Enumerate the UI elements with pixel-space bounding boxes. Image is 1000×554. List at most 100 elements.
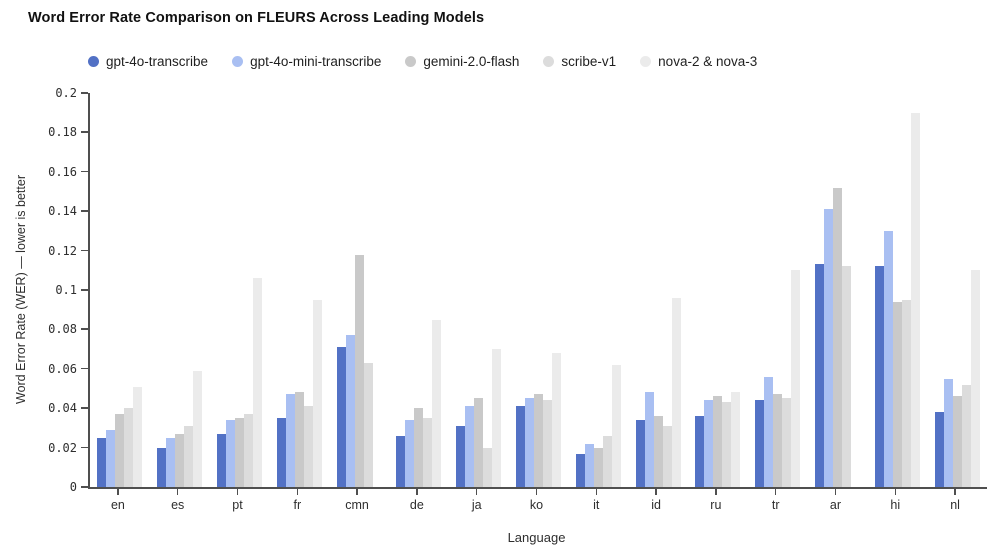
x-label-nl: nl [950, 498, 960, 512]
bar-gpt-4o-transcribe-it [575, 453, 585, 487]
bar-scribe-v1-id [662, 425, 672, 487]
bar-gpt-4o-transcribe-es [157, 447, 167, 487]
bar-gemini-2-0-flash-ko [533, 394, 543, 487]
plot-area [88, 93, 987, 489]
bar-nova-2-nova-3-ko [551, 353, 561, 487]
x-label-ru: ru [710, 498, 722, 512]
x-tick-cell [626, 489, 686, 495]
bar-group-id [628, 93, 688, 487]
y-tick-label: 0.04 [48, 401, 77, 416]
bar-gpt-4o-mini-transcribe-fr [285, 394, 295, 487]
bar-gpt-4o-transcribe-fr [276, 418, 286, 487]
bar-gemini-2-0-flash-nl [952, 396, 962, 487]
y-tick-mark [81, 170, 88, 173]
x-tick-mark [894, 489, 896, 495]
bar-gpt-4o-transcribe-de [396, 435, 406, 487]
y-tick-mark [81, 210, 88, 212]
bar-gpt-4o-transcribe-hi [874, 266, 884, 487]
bar-gpt-4o-mini-transcribe-tr [764, 376, 774, 487]
x-tick-cell [566, 489, 626, 495]
bar-scribe-v1-hi [901, 299, 911, 487]
bar-nova-2-nova-3-en [133, 386, 143, 487]
bar-scribe-v1-pt [243, 414, 253, 487]
x-tick-cell [267, 489, 327, 495]
y-tick-label: 0.12 [48, 243, 77, 258]
bar-scribe-v1-tr [782, 398, 792, 487]
bar-scribe-v1-nl [961, 384, 971, 487]
x-tick-mark [117, 489, 119, 495]
bar-scribe-v1-es [184, 425, 194, 487]
bar-scribe-v1-ru [722, 402, 732, 487]
y-tick-label: 0.02 [48, 440, 77, 455]
x-axis-ticks [88, 489, 985, 495]
bar-group-de [389, 93, 449, 487]
x-tick-mark [176, 489, 179, 495]
bar-group-ar [808, 93, 868, 487]
bar-gpt-4o-mini-transcribe-ar [823, 209, 833, 487]
bar-gpt-4o-mini-transcribe-ja [465, 406, 475, 487]
x-tick-cell [806, 489, 866, 495]
y-tick-mark [81, 131, 88, 133]
bar-gemini-2-0-flash-es [175, 433, 185, 487]
bar-group-ru [688, 93, 748, 487]
x-label-ar: ar [829, 498, 842, 512]
bar-nova-2-nova-3-ru [731, 392, 741, 487]
x-tick-cell [387, 489, 447, 495]
bar-nova-2-nova-3-hi [910, 112, 920, 487]
legend-label: scribe-v1 [561, 54, 617, 69]
y-tick-mark [81, 328, 88, 330]
bar-gpt-4o-mini-transcribe-cmn [345, 335, 355, 487]
bar-gpt-4o-mini-transcribe-nl [943, 378, 953, 487]
legend-item-gpt-4o-mini-transcribe: gpt-4o-mini-transcribe [232, 54, 381, 69]
legend-dot-icon [232, 56, 244, 67]
y-tick-label: 0.2 [55, 86, 77, 100]
bar-gemini-2-0-flash-ja [474, 398, 484, 487]
x-label-fr: fr [293, 498, 302, 512]
y-tick-mark [81, 446, 88, 449]
bar-group-fr [269, 93, 329, 487]
x-label-pt: pt [232, 498, 243, 512]
bar-gemini-2-0-flash-ru [713, 396, 723, 487]
x-tick-cell [507, 489, 567, 495]
x-label-id: id [651, 498, 661, 512]
y-tick-mark [81, 407, 88, 409]
bar-nova-2-nova-3-id [671, 297, 681, 487]
x-tick-mark [416, 489, 418, 495]
bar-nova-2-nova-3-fr [312, 299, 322, 487]
legend-dot-icon [543, 56, 555, 67]
x-label-it: it [593, 498, 600, 512]
x-tick-cell [88, 489, 148, 495]
bar-gpt-4o-mini-transcribe-it [584, 443, 594, 487]
x-label-hi: hi [890, 498, 901, 512]
bar-gpt-4o-transcribe-pt [216, 433, 226, 487]
bar-nova-2-nova-3-de [432, 319, 442, 487]
bar-nova-2-nova-3-pt [252, 278, 262, 487]
legend-label: gpt-4o-transcribe [106, 54, 209, 69]
y-tick-label: 0.16 [48, 164, 77, 179]
bar-scribe-v1-ar [841, 266, 851, 487]
bar-scribe-v1-it [602, 435, 612, 487]
legend: gpt-4o-transcribe gpt-4o-mini-transcribe g… [88, 54, 757, 69]
bar-group-tr [748, 93, 808, 487]
y-tick-mark [81, 249, 88, 252]
bar-gpt-4o-mini-transcribe-es [166, 437, 176, 487]
bar-gpt-4o-transcribe-en [97, 437, 107, 487]
bar-gemini-2-0-flash-hi [892, 301, 902, 487]
legend-label: gemini-2.0-flash [423, 54, 520, 69]
x-tick-mark [954, 489, 956, 495]
x-label-ja: ja [471, 498, 482, 512]
y-tick-label: 0.06 [48, 361, 77, 376]
bar-gpt-4o-transcribe-tr [755, 400, 765, 487]
bar-group-hi [867, 93, 927, 487]
bar-gemini-2-0-flash-id [653, 416, 663, 487]
x-tick-mark [774, 489, 777, 495]
x-tick-mark [535, 489, 538, 495]
bar-gpt-4o-mini-transcribe-ko [524, 398, 534, 487]
bar-gemini-2-0-flash-de [414, 408, 424, 487]
bar-gemini-2-0-flash-en [115, 414, 125, 487]
bar-group-nl [927, 93, 987, 487]
legend-dot-icon [640, 56, 652, 67]
bar-group-ko [509, 93, 569, 487]
bar-gemini-2-0-flash-ar [832, 187, 842, 487]
